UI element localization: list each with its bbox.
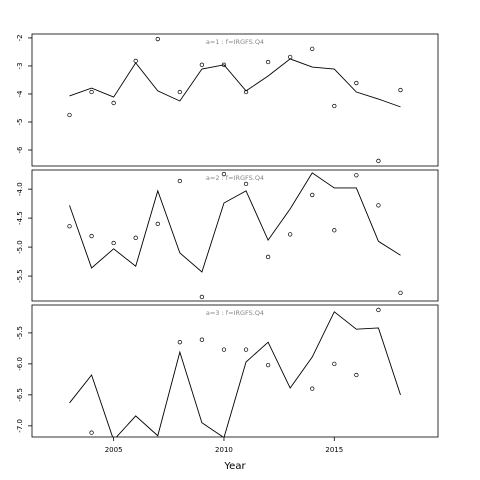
panel-frame	[31, 304, 439, 438]
panel-title: a=1 : f=IRGFS.Q4	[206, 38, 264, 46]
observed-point	[288, 54, 293, 60]
observed-point	[265, 59, 271, 65]
y-tick-label: -4.5	[16, 211, 24, 225]
observed-point	[89, 89, 94, 95]
observed-point	[221, 62, 227, 67]
panel-frame	[31, 33, 439, 167]
observed-point	[376, 158, 381, 164]
observed-point	[243, 89, 249, 95]
observed-point	[354, 372, 359, 378]
fitted-line	[69, 311, 401, 437]
observed-point	[67, 224, 72, 229]
observed-point	[243, 347, 249, 352]
observed-point	[310, 386, 315, 391]
plot-area	[67, 171, 403, 300]
observed-point	[155, 36, 160, 42]
y-tick-label: -6	[16, 146, 24, 154]
observed-point	[199, 62, 205, 67]
observed-point	[376, 203, 381, 208]
y-tick-label: -3	[16, 62, 24, 69]
observed-point	[89, 233, 94, 239]
y-tick-label: -5	[16, 119, 24, 126]
observed-point	[199, 337, 205, 342]
observed-point	[133, 58, 138, 64]
y-tick-label: -6.5	[16, 388, 24, 402]
observed-point	[177, 178, 182, 184]
y-tick-label: -7.0	[16, 419, 24, 433]
observed-point	[354, 173, 359, 178]
panel-title: a=3 : f=IRGFS.Q4	[206, 309, 264, 317]
observed-point	[310, 46, 315, 52]
x-tick-label: 2015	[325, 446, 343, 454]
observed-point	[265, 254, 271, 260]
observed-point	[398, 87, 403, 93]
observed-point	[332, 361, 337, 367]
panel-title: a=2 : f=IRGFS.Q4	[206, 174, 264, 182]
plot-area	[67, 36, 403, 164]
observed-point	[265, 362, 271, 368]
observed-point	[288, 232, 293, 237]
observed-point	[221, 171, 227, 177]
y-tick-label: -5.5	[16, 326, 24, 340]
observed-point	[199, 294, 205, 300]
observed-point	[155, 221, 160, 227]
panel-frame	[31, 169, 439, 302]
y-tick-label: -4.0	[16, 182, 24, 196]
fitted-line	[69, 172, 401, 273]
y-tick-label: -4	[16, 90, 24, 98]
x-tick-label: 2005	[105, 446, 123, 454]
y-tick-label: -5.0	[16, 240, 24, 254]
y-tick-label: -2	[16, 34, 24, 41]
x-tick-label: 2010	[215, 446, 233, 454]
observed-point	[398, 290, 403, 296]
y-tick-label: -6.0	[16, 357, 24, 371]
observed-point	[89, 430, 94, 435]
observed-point	[111, 240, 116, 246]
observed-point	[332, 228, 337, 233]
x-axis-label: Year	[223, 461, 246, 472]
observed-point	[243, 181, 249, 187]
observed-point	[177, 89, 182, 95]
observed-point	[177, 340, 182, 345]
observed-point	[310, 192, 315, 198]
observed-point	[67, 112, 72, 118]
observed-point	[133, 235, 138, 240]
observed-point	[221, 347, 227, 352]
plot-area	[69, 307, 401, 437]
observed-point	[354, 80, 359, 86]
observed-point	[332, 103, 337, 109]
fitted-line	[69, 58, 401, 108]
y-tick-label: -5.5	[16, 269, 24, 283]
observed-point	[376, 307, 381, 313]
observed-point	[111, 100, 116, 106]
